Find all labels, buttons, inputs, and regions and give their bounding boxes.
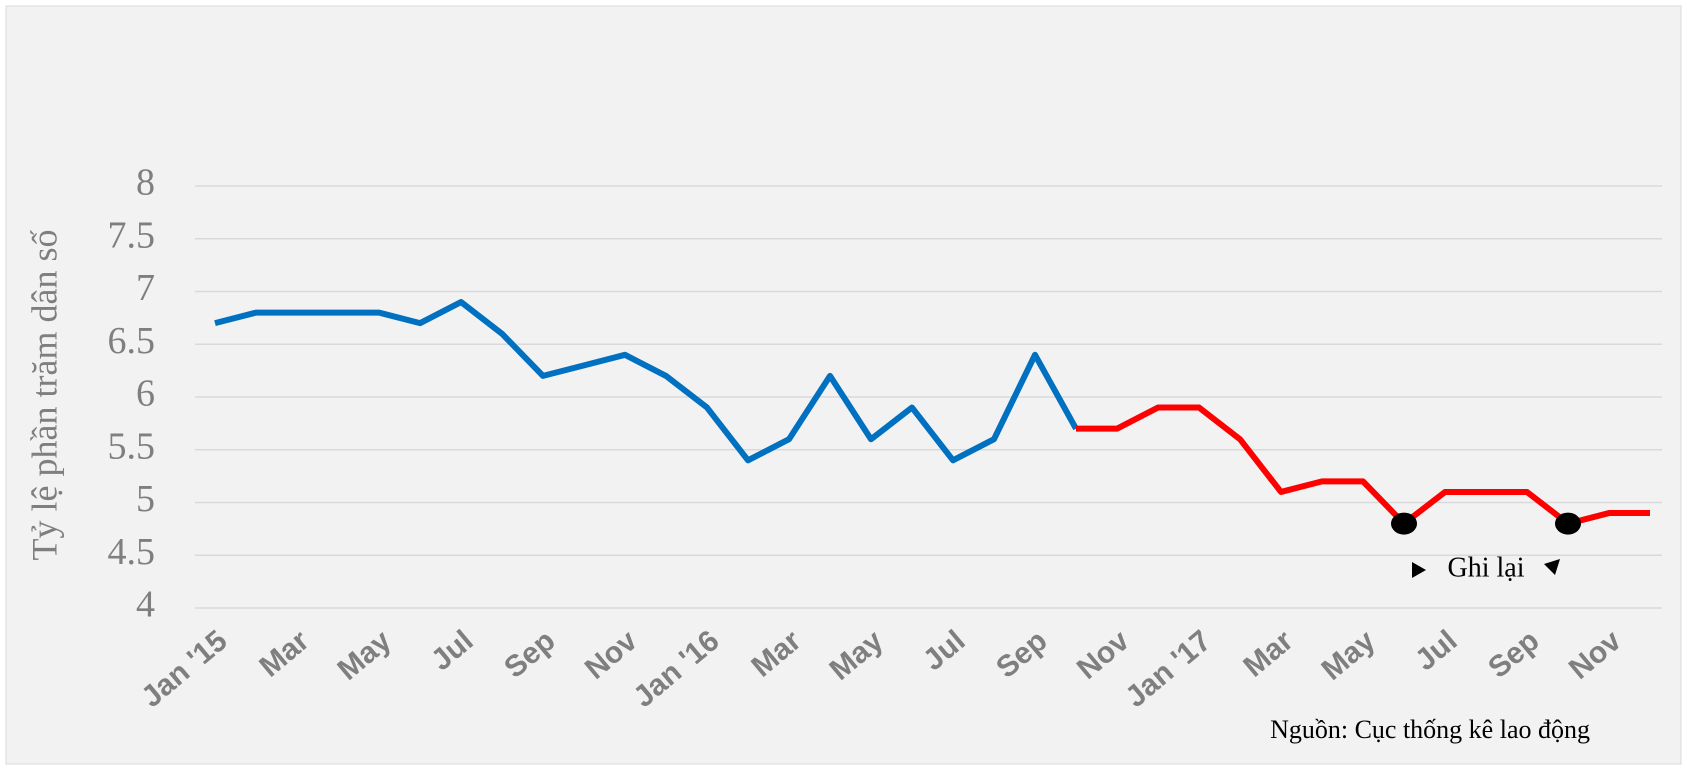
y-tick-label: 6 xyxy=(136,373,155,415)
y-tick-label: 4.5 xyxy=(108,531,156,573)
y-tick-label: 4 xyxy=(136,584,155,626)
annotation-arrow xyxy=(1412,562,1426,578)
y-tick-label: 7 xyxy=(136,267,155,309)
source: Nguồn: Cục thống kê lao động xyxy=(1270,715,1590,744)
annotation: Ghi lại xyxy=(1448,552,1525,583)
y-tick-label: 5 xyxy=(136,478,155,520)
point-marker xyxy=(1555,512,1581,535)
background xyxy=(5,5,1682,765)
point-marker xyxy=(1391,512,1417,535)
y-tick-label: 5.5 xyxy=(108,425,156,467)
line-series xyxy=(214,299,1079,464)
y-axis-label: Tỷ lệ phần trăm dân số xyxy=(24,230,64,561)
line-series xyxy=(1076,404,1650,527)
y-tick-label: 6.5 xyxy=(108,320,156,362)
annotation-arrow xyxy=(1544,559,1560,575)
y-tick-label: 8 xyxy=(136,162,155,204)
y-tick-label: 7.5 xyxy=(108,214,156,256)
